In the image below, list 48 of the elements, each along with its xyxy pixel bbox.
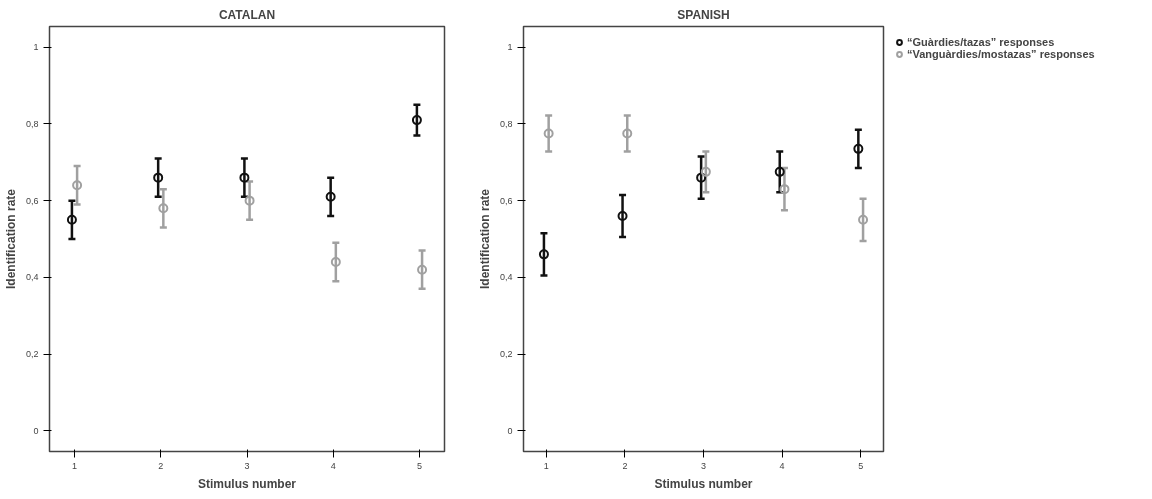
x-tick-label: 4 <box>779 460 785 471</box>
point <box>72 180 83 191</box>
y-tick-label: 0,4 <box>499 272 513 283</box>
y-tick-label: 0,2 <box>499 349 513 360</box>
y-tick-label: 0,8 <box>499 118 513 129</box>
x-tick-label: 5 <box>416 460 422 471</box>
point <box>858 214 869 225</box>
y-tick-label: 0,2 <box>25 349 39 360</box>
point <box>853 143 864 154</box>
point <box>66 214 77 225</box>
x-tick-label: 2 <box>622 460 628 471</box>
point <box>325 191 336 202</box>
y-axis-title: Identification rate <box>3 188 18 290</box>
point <box>417 264 428 275</box>
y-tick-label: 1 <box>33 42 39 53</box>
point <box>543 128 554 139</box>
point <box>622 128 633 139</box>
y-tick-label: 1 <box>507 42 513 53</box>
point <box>700 166 711 177</box>
point <box>244 195 255 206</box>
y-tick-label: 0,6 <box>499 195 513 206</box>
y-tick-label: 0,8 <box>25 118 39 129</box>
point <box>617 210 628 221</box>
point <box>411 115 422 126</box>
x-tick-label: 5 <box>858 460 864 471</box>
y-axis-title: Identification rate <box>477 188 492 290</box>
point <box>696 172 707 183</box>
point <box>153 172 164 183</box>
chart-title: CATALAN <box>218 7 276 22</box>
x-tick-label: 4 <box>330 460 336 471</box>
x-axis-title: Stimulus number <box>198 476 297 491</box>
x-tick-label: 3 <box>701 460 707 471</box>
point <box>538 249 549 260</box>
y-tick-label: 0,4 <box>25 272 39 283</box>
y-tick-label: 0 <box>33 425 39 436</box>
x-tick-label: 1 <box>72 460 78 471</box>
x-tick-label: 3 <box>244 460 250 471</box>
point <box>239 172 250 183</box>
point <box>158 203 169 214</box>
legend-label: “Guàrdies/tazas” responses <box>907 36 1055 48</box>
y-tick-label: 0,6 <box>25 195 39 206</box>
x-tick-label: 2 <box>158 460 164 471</box>
y-tick-label: 0 <box>507 425 513 436</box>
point <box>330 257 341 268</box>
x-tick-label: 1 <box>543 460 549 471</box>
legend-label: “Vanguàrdies/mostazas” responses <box>907 48 1095 60</box>
chart-title: SPANISH <box>677 7 730 22</box>
x-axis-title: Stimulus number <box>654 476 753 491</box>
